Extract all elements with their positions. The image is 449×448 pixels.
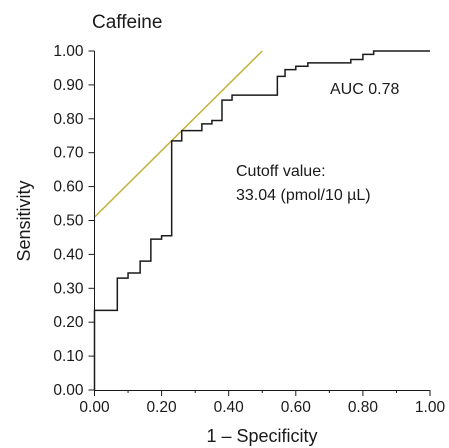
- cutoff-annotation-line2: 33.04 (pmol/10 µL): [236, 187, 371, 204]
- y-tick-label: 0.30: [53, 280, 84, 297]
- roc-curve: [93, 50, 430, 390]
- x-tick-label: 0.60: [281, 399, 312, 416]
- y-tick-label: 0.50: [53, 213, 84, 230]
- y-axis-ticks: 0.00 0.10 0.20 0.30 0.40 0.50 0.60 0.70 0.80 0.90…: [53, 43, 95, 399]
- x-tick-label: 0.40: [214, 399, 245, 416]
- y-tick-label: 0.10: [53, 348, 84, 365]
- y-axis-label: Sensitivity: [14, 180, 34, 261]
- x-axis-ticks: 0.00 0.20 0.40 0.60 0.80 1.00: [79, 390, 445, 416]
- y-tick-label: 0.80: [53, 111, 84, 128]
- chart-title: Caffeine: [92, 12, 162, 33]
- x-tick-label: 0.80: [348, 399, 379, 416]
- y-tick-label: 0.90: [53, 77, 84, 94]
- reference-line-layer: [93, 50, 263, 218]
- y-tick-label: 1.00: [53, 43, 84, 60]
- cutoff-annotation-line1: Cutoff value:: [236, 163, 326, 180]
- reference-line: [93, 50, 263, 218]
- roc-curve-layer: [93, 50, 430, 390]
- x-tick-label: 1.00: [415, 399, 446, 416]
- y-tick-label: 0.60: [53, 179, 84, 196]
- x-axis-label: 1 – Specificity: [206, 426, 317, 446]
- x-tick-label: 0.00: [79, 399, 110, 416]
- y-tick-label: 0.00: [53, 382, 84, 399]
- y-tick-label: 0.20: [53, 314, 84, 331]
- auc-annotation: AUC 0.78: [330, 81, 399, 98]
- y-tick-label: 0.40: [53, 246, 84, 263]
- x-tick-label: 0.20: [147, 399, 178, 416]
- y-tick-label: 0.70: [53, 145, 84, 162]
